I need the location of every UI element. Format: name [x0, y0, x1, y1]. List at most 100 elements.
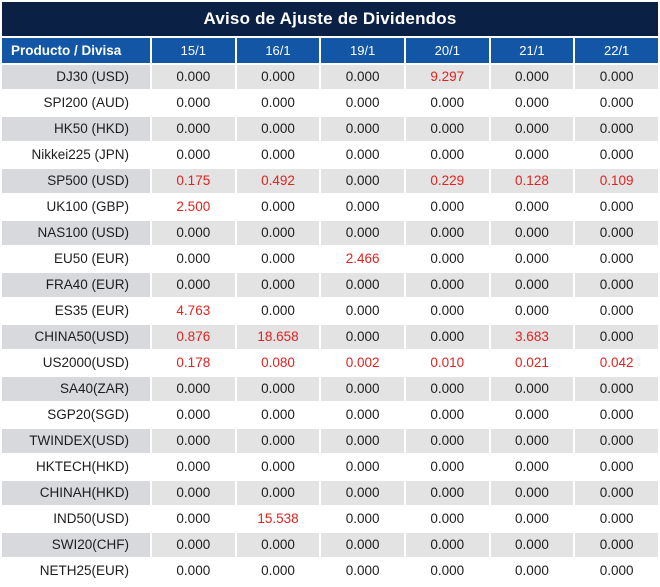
value-cell: 0.175 [152, 169, 235, 193]
value-cell: 0.000 [490, 247, 574, 271]
value-cell: 2.500 [152, 195, 235, 219]
value-cell: 3.683 [490, 325, 574, 349]
value-cell: 0.000 [236, 403, 320, 427]
column-header-date-5: 21/1 [490, 38, 574, 63]
value-cell: 0.000 [490, 559, 574, 583]
value-cell: 0.000 [321, 403, 404, 427]
value-cell: 0.000 [152, 559, 235, 583]
value-cell: 0.876 [152, 325, 235, 349]
table-row: FRA40 (EUR) 0.000 0.000 0.000 0.000 0.000 0.00… [2, 273, 658, 297]
column-header-date-4: 20/1 [405, 38, 489, 63]
value-cell: 0.000 [490, 299, 574, 323]
product-cell: DJ30 (USD) [2, 65, 150, 89]
value-cell: 0.042 [575, 351, 658, 375]
value-cell: 0.000 [236, 117, 320, 141]
value-cell: 0.000 [490, 455, 574, 479]
table-row: HK50 (HKD) 0.000 0.000 0.000 0.000 0.000 0.000 [2, 117, 658, 141]
product-cell: TWINDEX(USD) [2, 429, 150, 453]
value-cell: 0.000 [321, 91, 404, 115]
value-cell: 0.000 [405, 429, 489, 453]
value-cell: 0.000 [575, 299, 658, 323]
value-cell: 0.000 [236, 247, 320, 271]
value-cell: 0.000 [321, 117, 404, 141]
value-cell: 0.000 [575, 91, 658, 115]
value-cell: 0.000 [152, 273, 235, 297]
value-cell: 0.229 [405, 169, 489, 193]
value-cell: 18.658 [236, 325, 320, 349]
value-cell: 0.109 [575, 169, 658, 193]
value-cell: 0.000 [405, 143, 489, 167]
product-cell: SA40(ZAR) [2, 377, 150, 401]
column-header-date-2: 16/1 [236, 38, 320, 63]
value-cell: 0.000 [321, 507, 404, 531]
product-cell: CHINAH(HKD) [2, 481, 150, 505]
value-cell: 0.000 [490, 273, 574, 297]
table-row: EU50 (EUR) 0.000 0.000 2.466 0.000 0.000 0.000 [2, 247, 658, 271]
value-cell: 0.000 [490, 481, 574, 505]
table-body: DJ30 (USD) 0.000 0.000 0.000 9.297 0.000 0.000… [2, 65, 658, 583]
value-cell: 0.000 [152, 247, 235, 271]
value-cell: 0.000 [321, 429, 404, 453]
value-cell: 0.000 [575, 429, 658, 453]
value-cell: 0.000 [405, 195, 489, 219]
table-row: NETH25(EUR) 0.000 0.000 0.000 0.000 0.000 0.00… [2, 559, 658, 583]
value-cell: 0.000 [575, 117, 658, 141]
value-cell: 0.000 [236, 455, 320, 479]
value-cell: 0.492 [236, 169, 320, 193]
value-cell: 0.000 [236, 65, 320, 89]
title-row: Aviso de Ajuste de Dividendos [2, 2, 658, 36]
product-cell: SP500 (USD) [2, 169, 150, 193]
page-title: Aviso de Ajuste de Dividendos [2, 2, 658, 36]
product-cell: NETH25(EUR) [2, 559, 150, 583]
value-cell: 0.000 [575, 65, 658, 89]
value-cell: 0.080 [236, 351, 320, 375]
value-cell: 0.000 [405, 117, 489, 141]
value-cell: 0.000 [152, 143, 235, 167]
value-cell: 0.000 [152, 377, 235, 401]
value-cell: 0.000 [152, 481, 235, 505]
value-cell: 0.000 [152, 91, 235, 115]
value-cell: 0.000 [405, 403, 489, 427]
value-cell: 0.000 [236, 481, 320, 505]
value-cell: 0.000 [490, 195, 574, 219]
value-cell: 0.000 [490, 533, 574, 557]
table-row: NAS100 (USD) 0.000 0.000 0.000 0.000 0.000 0.0… [2, 221, 658, 245]
value-cell: 0.000 [321, 273, 404, 297]
value-cell: 0.002 [321, 351, 404, 375]
product-cell: SWI20(CHF) [2, 533, 150, 557]
product-cell: SGP20(SGD) [2, 403, 150, 427]
value-cell: 0.128 [490, 169, 574, 193]
product-cell: FRA40 (EUR) [2, 273, 150, 297]
value-cell: 2.466 [321, 247, 404, 271]
value-cell: 0.000 [236, 273, 320, 297]
value-cell: 0.000 [575, 533, 658, 557]
value-cell: 0.000 [490, 91, 574, 115]
table-row: SPI200 (AUD) 0.000 0.000 0.000 0.000 0.000 0.0… [2, 91, 658, 115]
value-cell: 0.000 [405, 455, 489, 479]
product-cell: NAS100 (USD) [2, 221, 150, 245]
product-cell: Nikkei225 (JPN) [2, 143, 150, 167]
table-head: Aviso de Ajuste de Dividendos Producto /… [2, 2, 658, 63]
value-cell: 0.000 [575, 325, 658, 349]
value-cell: 0.000 [236, 91, 320, 115]
value-cell: 0.000 [405, 559, 489, 583]
column-header-date-1: 15/1 [152, 38, 235, 63]
product-cell: ES35 (EUR) [2, 299, 150, 323]
value-cell: 0.000 [575, 377, 658, 401]
value-cell: 0.000 [575, 195, 658, 219]
product-cell: IND50(USD) [2, 507, 150, 531]
value-cell: 0.000 [152, 455, 235, 479]
product-cell: CHINA50(USD) [2, 325, 150, 349]
value-cell: 0.000 [152, 117, 235, 141]
product-cell: HK50 (HKD) [2, 117, 150, 141]
value-cell: 0.000 [152, 507, 235, 531]
value-cell: 0.000 [236, 377, 320, 401]
value-cell: 0.000 [405, 221, 489, 245]
value-cell: 0.000 [152, 429, 235, 453]
table-row: SGP20(SGD) 0.000 0.000 0.000 0.000 0.000 0.000 [2, 403, 658, 427]
value-cell: 0.000 [490, 377, 574, 401]
value-cell: 0.000 [152, 533, 235, 557]
value-cell: 0.000 [321, 559, 404, 583]
value-cell: 0.000 [405, 481, 489, 505]
